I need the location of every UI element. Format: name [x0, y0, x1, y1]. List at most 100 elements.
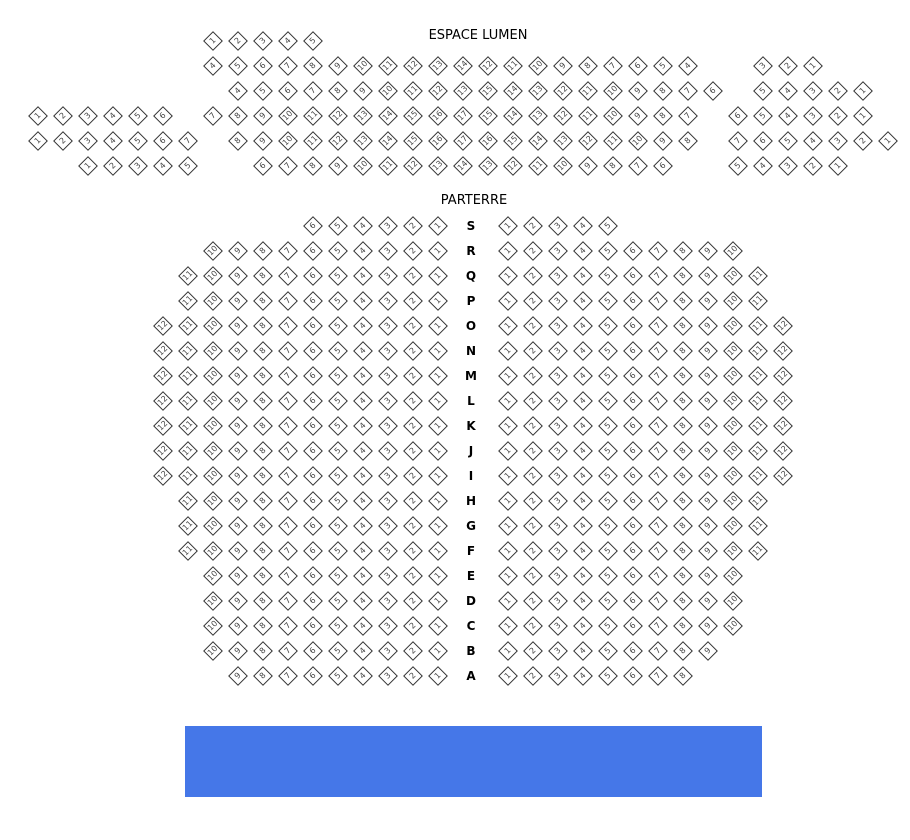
seat[interactable]: 2	[523, 566, 543, 586]
seat[interactable]: 8	[673, 566, 693, 586]
seat[interactable]: 7	[648, 616, 668, 636]
seat[interactable]: 9	[228, 416, 248, 436]
seat[interactable]: 10	[723, 591, 743, 611]
seat[interactable]: 4	[353, 541, 373, 561]
seat[interactable]: 5	[598, 291, 618, 311]
seat[interactable]: 9	[228, 666, 248, 686]
seat[interactable]: 15	[478, 106, 498, 126]
seat[interactable]: 3	[78, 106, 98, 126]
seat[interactable]: 14	[453, 156, 473, 176]
seat[interactable]: 7	[278, 341, 298, 361]
seat[interactable]: 12	[773, 366, 793, 386]
seat[interactable]: 3	[378, 666, 398, 686]
seat[interactable]: 3	[548, 216, 568, 236]
seat[interactable]: 6	[623, 566, 643, 586]
seat[interactable]: 12	[328, 106, 348, 126]
seat[interactable]: 13	[428, 56, 448, 76]
seat[interactable]: 4	[353, 216, 373, 236]
seat[interactable]: 16	[428, 131, 448, 151]
seat[interactable]: 8	[673, 391, 693, 411]
seat[interactable]: 10	[353, 56, 373, 76]
seat[interactable]: 10	[203, 341, 223, 361]
seat[interactable]: 6	[623, 491, 643, 511]
seat[interactable]: 6	[623, 616, 643, 636]
seat[interactable]: 1	[428, 641, 448, 661]
seat[interactable]: 9	[698, 541, 718, 561]
seat[interactable]: 1	[428, 291, 448, 311]
seat[interactable]: 2	[403, 316, 423, 336]
seat[interactable]: 9	[228, 616, 248, 636]
seat[interactable]: 11	[178, 366, 198, 386]
seat[interactable]: 8	[253, 491, 273, 511]
seat[interactable]: 5	[598, 566, 618, 586]
seat[interactable]: 7	[278, 516, 298, 536]
seat[interactable]: 8	[673, 341, 693, 361]
seat[interactable]: 12	[553, 81, 573, 101]
seat[interactable]: 6	[623, 441, 643, 461]
seat[interactable]: 7	[648, 316, 668, 336]
seat[interactable]: 4	[573, 341, 593, 361]
seat[interactable]: 1	[28, 131, 48, 151]
seat[interactable]: 10	[723, 266, 743, 286]
seat[interactable]: 3	[548, 266, 568, 286]
seat[interactable]: 2	[523, 491, 543, 511]
seat[interactable]: 1	[428, 416, 448, 436]
seat[interactable]: 10	[603, 81, 623, 101]
seat[interactable]: 7	[648, 491, 668, 511]
seat[interactable]: 2	[523, 366, 543, 386]
seat[interactable]: 9	[353, 81, 373, 101]
seat[interactable]: 8	[653, 81, 673, 101]
seat[interactable]: 4	[573, 266, 593, 286]
seat[interactable]: 11	[178, 541, 198, 561]
seat[interactable]: 5	[328, 416, 348, 436]
seat[interactable]: 15	[403, 131, 423, 151]
seat[interactable]: 6	[303, 491, 323, 511]
seat[interactable]: 2	[523, 291, 543, 311]
seat[interactable]: 4	[353, 641, 373, 661]
seat[interactable]: 10	[203, 416, 223, 436]
seat[interactable]: 7	[648, 341, 668, 361]
seat[interactable]: 1	[498, 241, 518, 261]
seat[interactable]: 6	[753, 131, 773, 151]
seat[interactable]: 12	[478, 56, 498, 76]
seat[interactable]: 14	[378, 131, 398, 151]
seat[interactable]: 6	[628, 56, 648, 76]
seat[interactable]: 3	[548, 366, 568, 386]
seat[interactable]: 4	[573, 441, 593, 461]
seat[interactable]: 4	[353, 566, 373, 586]
seat[interactable]: 3	[548, 316, 568, 336]
seat[interactable]: 15	[478, 81, 498, 101]
seat[interactable]: 7	[648, 391, 668, 411]
seat[interactable]: 1	[428, 666, 448, 686]
seat[interactable]: 10	[723, 616, 743, 636]
seat[interactable]: 10	[723, 466, 743, 486]
seat[interactable]: 10	[203, 516, 223, 536]
seat[interactable]: 5	[328, 466, 348, 486]
seat[interactable]: 11	[178, 291, 198, 311]
seat[interactable]: 2	[403, 491, 423, 511]
seat[interactable]: 4	[353, 491, 373, 511]
seat[interactable]: 9	[698, 616, 718, 636]
seat[interactable]: 1	[203, 31, 223, 51]
seat[interactable]: 9	[228, 316, 248, 336]
seat[interactable]: 12	[773, 316, 793, 336]
seat[interactable]: 8	[578, 56, 598, 76]
seat[interactable]: 5	[598, 366, 618, 386]
seat[interactable]: 1	[428, 341, 448, 361]
seat[interactable]: 5	[328, 291, 348, 311]
seat[interactable]: 8	[253, 441, 273, 461]
seat[interactable]: 8	[673, 441, 693, 461]
seat[interactable]: 4	[803, 131, 823, 151]
seat[interactable]: 10	[353, 156, 373, 176]
seat[interactable]: 1	[498, 216, 518, 236]
seat[interactable]: 1	[498, 441, 518, 461]
seat[interactable]: 3	[378, 266, 398, 286]
seat[interactable]: 1	[498, 316, 518, 336]
seat[interactable]: 1	[498, 266, 518, 286]
seat[interactable]: 5	[328, 316, 348, 336]
seat[interactable]: 6	[303, 216, 323, 236]
seat[interactable]: 11	[748, 541, 768, 561]
seat[interactable]: 12	[153, 341, 173, 361]
seat[interactable]: 7	[278, 641, 298, 661]
seat[interactable]: 1	[428, 391, 448, 411]
